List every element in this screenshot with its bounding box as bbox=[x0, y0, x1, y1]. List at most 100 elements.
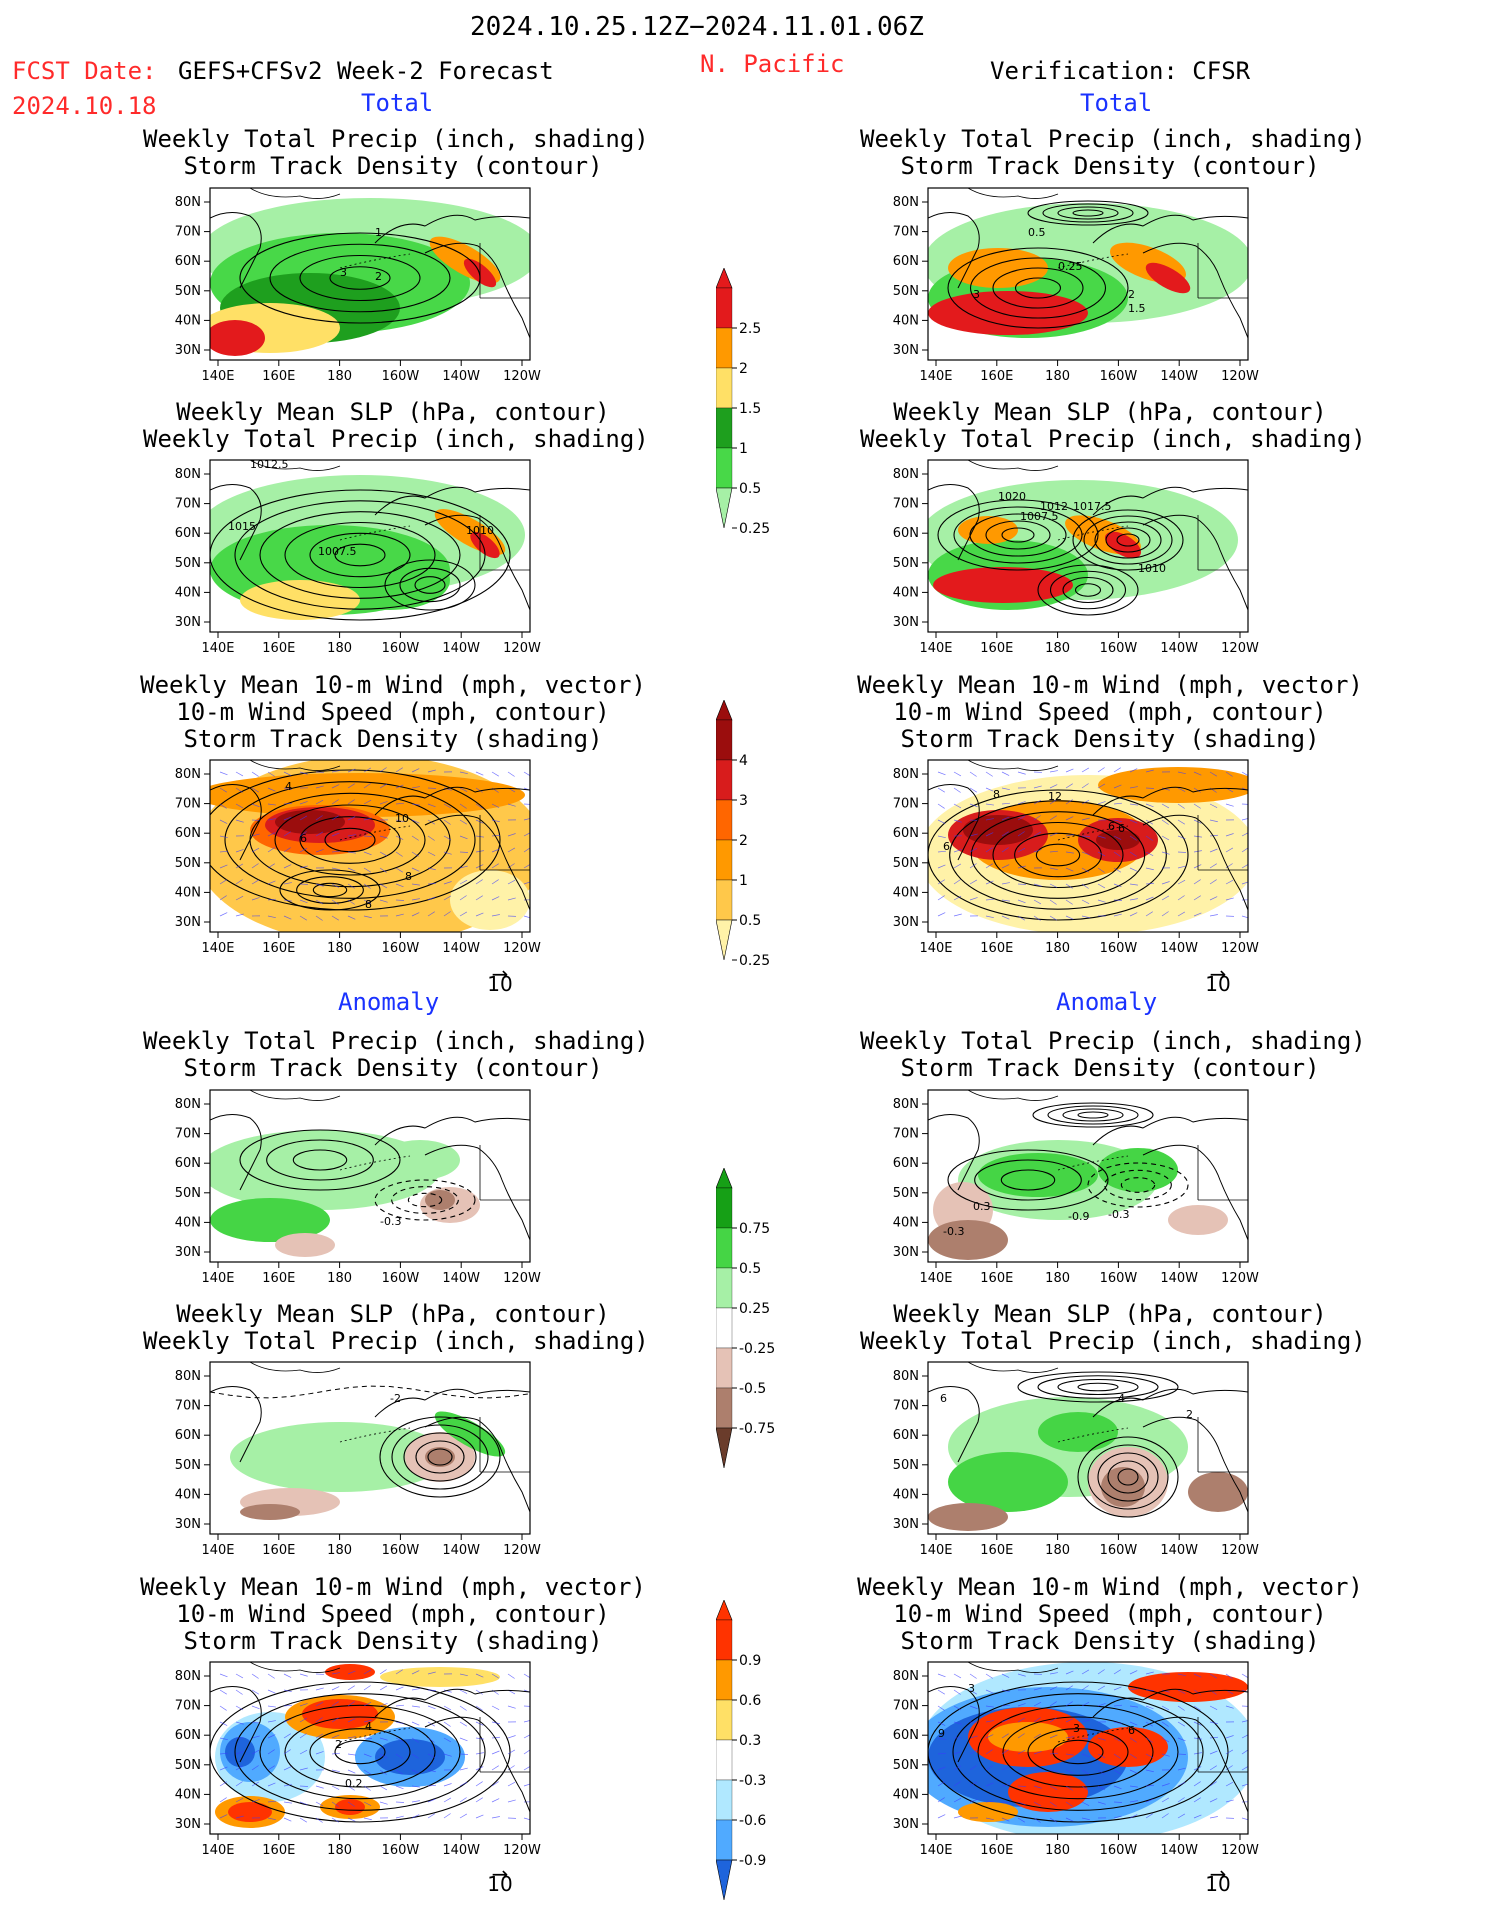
coastline bbox=[967, 1362, 1059, 1373]
wind-vector bbox=[491, 1721, 500, 1725]
wind-vector bbox=[969, 833, 978, 837]
wind-vector bbox=[267, 1689, 276, 1694]
lat-label: 50N bbox=[893, 1458, 919, 1473]
coastline bbox=[928, 212, 980, 289]
wind-vector bbox=[219, 803, 227, 809]
wind-vector bbox=[1049, 899, 1057, 905]
lon-label: 140E bbox=[919, 641, 952, 656]
lat-label: 60N bbox=[175, 1728, 201, 1743]
lon-label: 120W bbox=[1221, 941, 1259, 956]
wind-vector bbox=[1161, 895, 1170, 901]
wind-vector bbox=[1033, 831, 1042, 837]
lon-label: 160W bbox=[382, 641, 420, 656]
wind-vector bbox=[1145, 835, 1153, 841]
wind-vector bbox=[953, 879, 961, 885]
wind-vector bbox=[1001, 1801, 1010, 1804]
lat-label: 40N bbox=[175, 1787, 201, 1802]
wind-vector bbox=[969, 863, 977, 869]
wind-vector bbox=[491, 896, 500, 901]
wind-vector bbox=[363, 915, 372, 919]
wind-vector bbox=[937, 1752, 946, 1755]
wind-vector bbox=[251, 803, 260, 808]
wind-vector bbox=[937, 1766, 946, 1771]
arrow-icon: → bbox=[1209, 962, 1227, 986]
contour-label: 10 bbox=[395, 812, 409, 825]
wind-vector bbox=[267, 1705, 276, 1708]
shading-patch bbox=[978, 1153, 1098, 1197]
vector-reference-value: 10 bbox=[487, 972, 513, 996]
contour-line bbox=[324, 827, 376, 853]
coastline bbox=[1092, 1688, 1248, 1718]
map-fc-anom-wind: 4 2 0.2 80N 70N 60N 50N 40N 30N 140E 160E 180 160W 14… bbox=[155, 1656, 545, 1868]
colorbar-label: 0.5 bbox=[739, 481, 761, 497]
wind-vector bbox=[427, 867, 436, 871]
aleutian-islands bbox=[1057, 825, 1129, 841]
lat-label: 80N bbox=[893, 1669, 919, 1684]
map-fc-wind: 4 6 10 8 8 80N 70N 60N 50N 40N 30N 140E 160E 180 160W 1… bbox=[155, 754, 545, 966]
lon-label: 120W bbox=[1221, 641, 1259, 656]
contour-line bbox=[279, 869, 381, 911]
coastline bbox=[210, 1114, 262, 1191]
wind-vector bbox=[1097, 1669, 1105, 1675]
coastline bbox=[249, 1090, 341, 1101]
colorbar-label: 4 bbox=[739, 753, 748, 769]
lat-label: 50N bbox=[175, 856, 201, 871]
colorbar-label: 2 bbox=[739, 361, 748, 377]
panel-title-vf-anom-wind: Weekly Mean 10-m Wind (mph, vector) 10-m… bbox=[835, 1574, 1385, 1655]
lat-label: 30N bbox=[175, 615, 201, 630]
wind-vector bbox=[475, 1781, 483, 1787]
shading-patch bbox=[210, 320, 265, 356]
contour-line bbox=[1107, 1460, 1149, 1494]
wind-vector bbox=[1065, 1736, 1074, 1739]
wind-vector bbox=[1177, 1813, 1186, 1819]
wind-vector bbox=[937, 803, 945, 809]
fcst-model: GEFS+CFSv2 Week-2 Forecast bbox=[178, 57, 554, 85]
wind-vector bbox=[985, 1720, 994, 1723]
shading-patch bbox=[335, 1799, 365, 1815]
wind-vector bbox=[1001, 1689, 1010, 1693]
contour-line bbox=[949, 800, 1167, 910]
wind-vector bbox=[1049, 1752, 1058, 1755]
lat-label: 60N bbox=[893, 1156, 919, 1171]
wind-vector bbox=[283, 915, 292, 920]
colorbar-svg: 0.9 0.6 0.3 -0.3 -0.6 -0.9 bbox=[715, 1599, 766, 1901]
wind-vector bbox=[1129, 912, 1138, 917]
wind-vector bbox=[299, 899, 308, 904]
title-line: Weekly Total Precip (inch, shading) bbox=[860, 125, 1366, 153]
wind-vector bbox=[299, 1817, 307, 1823]
wind-vector bbox=[1081, 783, 1089, 789]
wind-vector bbox=[283, 1749, 291, 1755]
wind-vector bbox=[379, 1801, 388, 1805]
wind-vector bbox=[1129, 1705, 1138, 1708]
wind-vector bbox=[379, 851, 388, 857]
wind-vector bbox=[1129, 1688, 1138, 1691]
wind-vector bbox=[1161, 911, 1169, 917]
contour-line bbox=[399, 567, 461, 603]
wind-vector bbox=[363, 783, 371, 789]
wind-vector bbox=[1129, 1769, 1138, 1774]
wind-vector bbox=[1049, 1686, 1058, 1691]
lon-label: 160E bbox=[262, 941, 295, 956]
wind-vector bbox=[443, 1813, 451, 1819]
lon-label: 140W bbox=[1160, 941, 1198, 956]
wind-vector bbox=[1241, 881, 1248, 885]
wind-vector bbox=[459, 1753, 469, 1755]
lat-label: 80N bbox=[893, 467, 919, 482]
wind-vector bbox=[1129, 803, 1138, 806]
lon-label: 140W bbox=[1160, 1843, 1198, 1858]
contour-line bbox=[292, 1149, 348, 1171]
wind-vector bbox=[1097, 1703, 1106, 1707]
wind-vector bbox=[411, 1705, 420, 1708]
map-vf-anom-slp: 6 4 2 80N 70N 60N 50N 40N 30N 140E 160E 180 160W 140W… bbox=[873, 1356, 1263, 1568]
panel-title-fc-wind: Weekly Mean 10-m Wind (mph, vector) 10-m… bbox=[118, 672, 668, 753]
aleutian-islands bbox=[1057, 1155, 1129, 1171]
shading-patch bbox=[330, 550, 450, 610]
lon-label: 160W bbox=[1100, 1543, 1138, 1558]
contour-line bbox=[284, 521, 436, 589]
shading-patch bbox=[958, 1802, 1018, 1822]
lon-label: 140E bbox=[919, 369, 952, 384]
wind-vector bbox=[1161, 787, 1170, 791]
contour-line bbox=[1027, 200, 1149, 226]
wind-vector bbox=[1129, 867, 1138, 872]
colorbar-segment bbox=[715, 367, 733, 409]
